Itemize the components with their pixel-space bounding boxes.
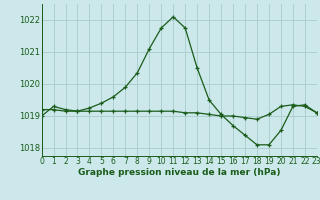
X-axis label: Graphe pression niveau de la mer (hPa): Graphe pression niveau de la mer (hPa) [78,168,280,177]
